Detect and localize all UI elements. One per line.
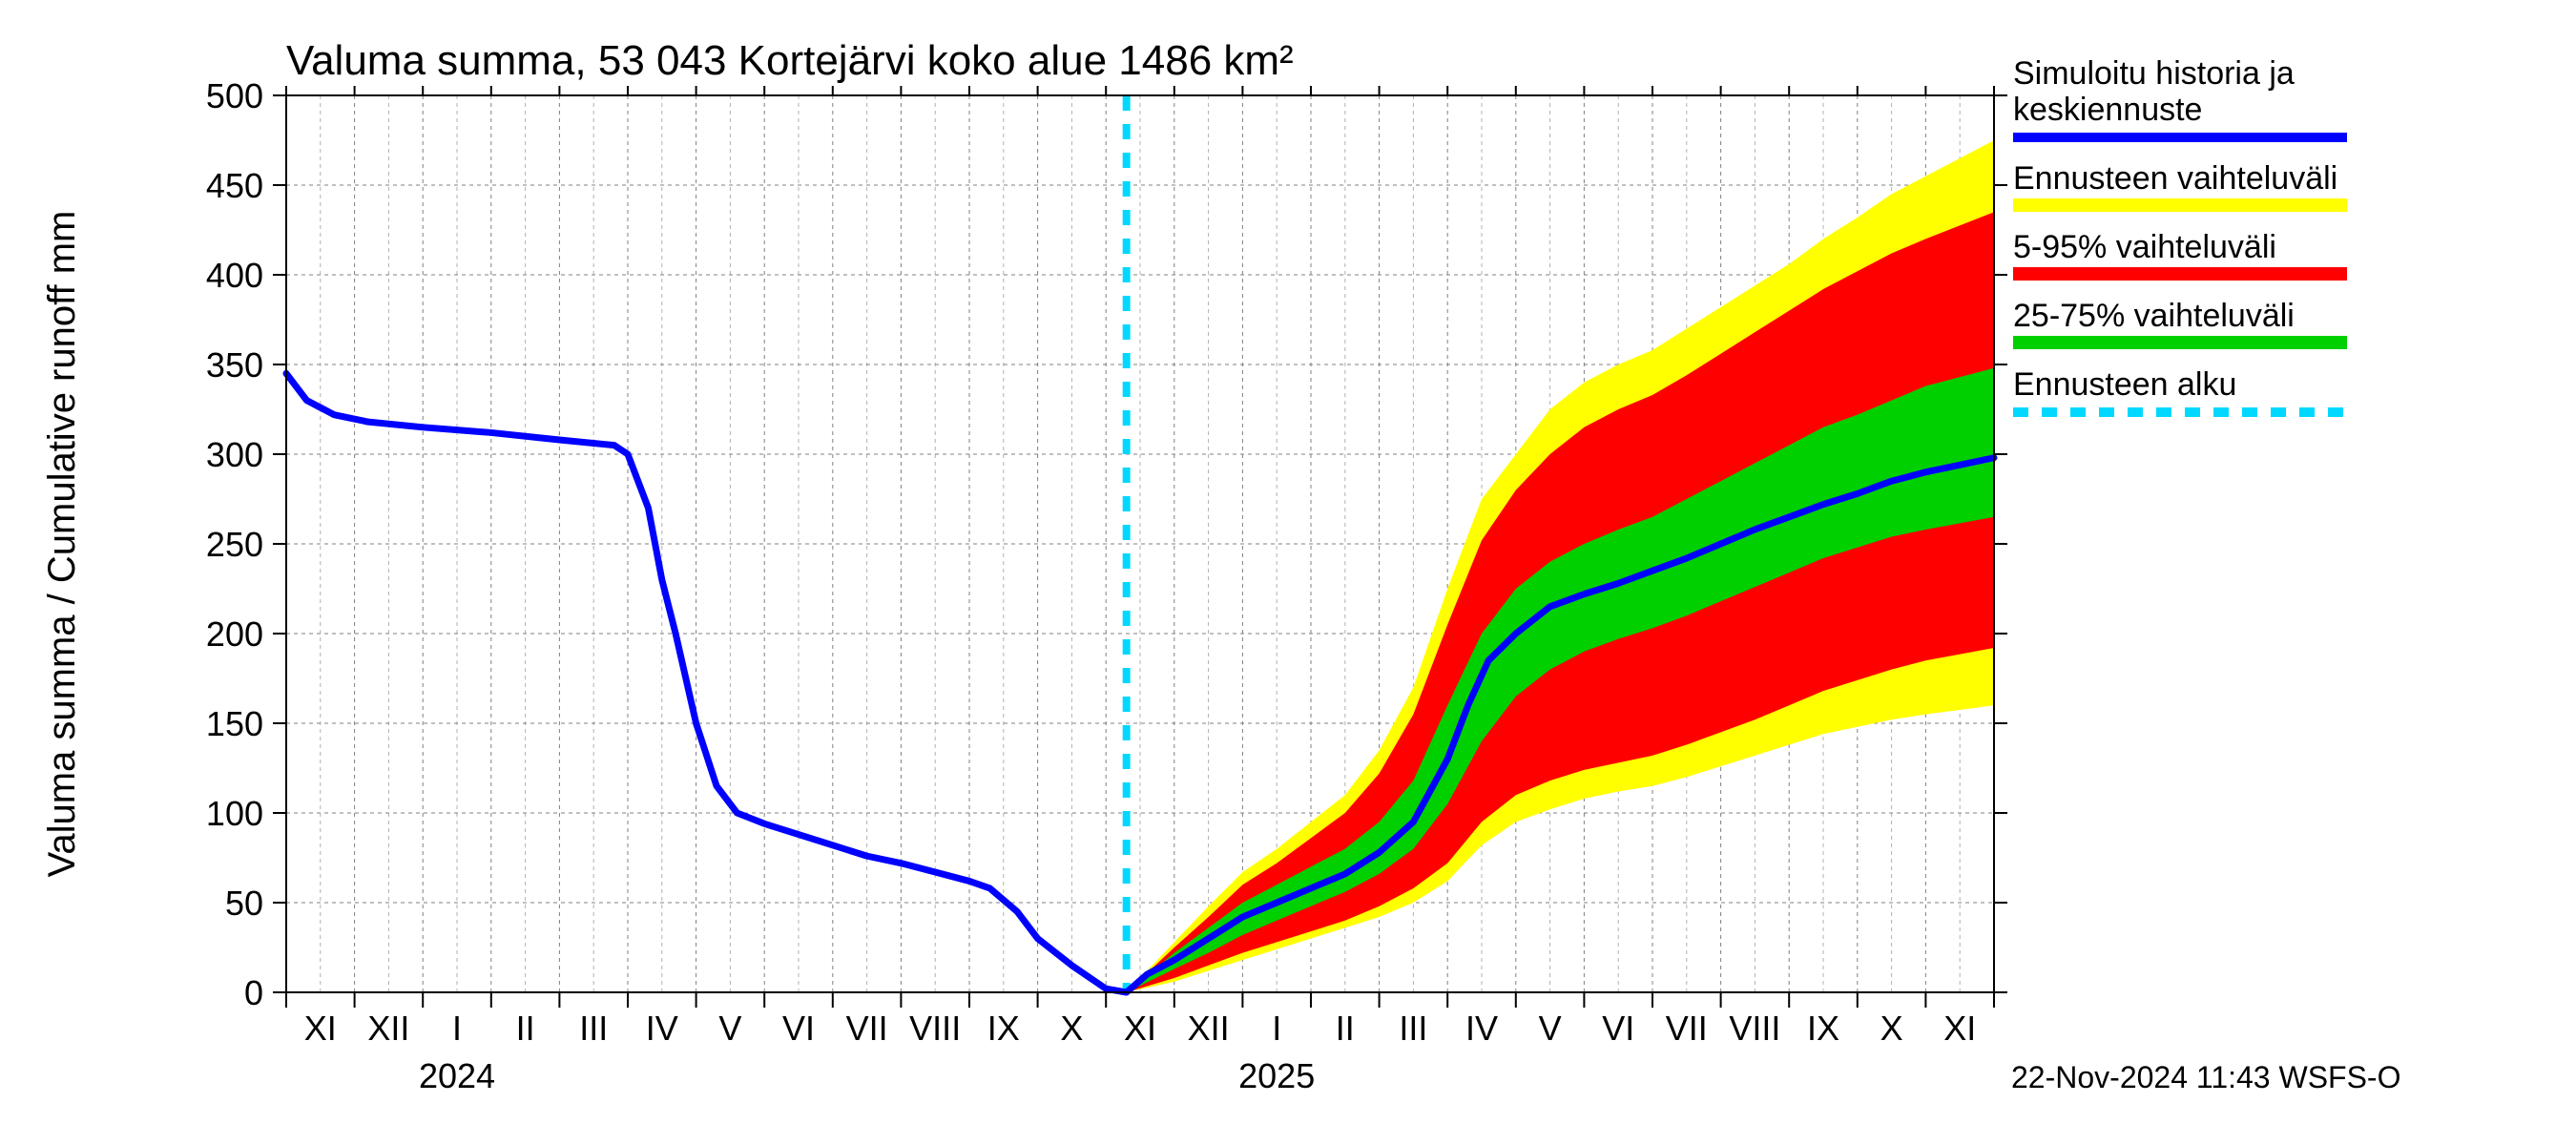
y-tick-label: 200 — [206, 614, 263, 654]
x-tick-label: X — [1880, 1009, 1903, 1048]
x-tick-label: IX — [987, 1009, 1020, 1048]
y-tick-label: 300 — [206, 435, 263, 474]
legend-label: 5-95% vaihteluväli — [2013, 229, 2276, 265]
y-tick-label: 0 — [244, 973, 263, 1012]
x-tick-label: I — [1272, 1009, 1281, 1048]
y-tick-label: 150 — [206, 704, 263, 743]
x-tick-label: X — [1060, 1009, 1083, 1048]
y-tick-label: 400 — [206, 256, 263, 295]
x-year-label: 2024 — [419, 1056, 495, 1095]
y-tick-label: 250 — [206, 525, 263, 564]
legend: Simuloitu historia jakeskiennuste Ennuste… — [2013, 55, 2347, 412]
legend-label: Simuloitu historia ja — [2013, 55, 2295, 92]
x-tick-label: XI — [304, 1009, 337, 1048]
x-tick-label: XI — [1943, 1009, 1976, 1048]
x-tick-label: V — [1539, 1009, 1562, 1048]
x-tick-label: IV — [646, 1009, 678, 1048]
chart-title: Valuma summa, 53 043 Kortejärvi koko alu… — [286, 37, 1294, 84]
x-tick-label: VIII — [909, 1009, 961, 1048]
footer-text: 22-Nov-2024 11:43 WSFS-O — [2011, 1060, 2400, 1094]
legend-swatch-icon — [2013, 267, 2347, 281]
legend-swatch-icon — [2013, 336, 2347, 349]
x-tick-label: XII — [367, 1009, 409, 1048]
y-axis-label: Valuma summa / Cumulative runoff mm — [41, 211, 83, 878]
x-tick-label: III — [1399, 1009, 1427, 1048]
y-tick-label: 350 — [206, 345, 263, 385]
x-tick-label: VIII — [1729, 1009, 1780, 1048]
x-tick-label: III — [579, 1009, 608, 1048]
x-tick-label: IX — [1807, 1009, 1839, 1048]
x-tick-label: II — [516, 1009, 535, 1048]
legend-label: Ennusteen vaihteluväli — [2013, 160, 2337, 197]
x-tick-label: V — [718, 1009, 741, 1048]
x-tick-label: XII — [1188, 1009, 1230, 1048]
legend-label: keskiennuste — [2013, 92, 2202, 128]
x-tick-label: VII — [846, 1009, 888, 1048]
x-tick-label: XI — [1124, 1009, 1156, 1048]
y-tick-label: 50 — [225, 884, 263, 923]
legend-label: Ennusteen alku — [2013, 366, 2236, 403]
x-tick-label: I — [452, 1009, 462, 1048]
legend-label: 25-75% vaihteluväli — [2013, 298, 2295, 334]
y-tick-label: 500 — [206, 76, 263, 115]
x-tick-label: VI — [782, 1009, 815, 1048]
y-tick-label: 450 — [206, 166, 263, 205]
forecast-bands — [1127, 140, 1994, 992]
x-tick-label: IV — [1465, 1009, 1498, 1048]
legend-swatch-icon — [2013, 198, 2347, 212]
x-tick-label: VI — [1602, 1009, 1634, 1048]
x-tick-label: II — [1336, 1009, 1355, 1048]
x-year-label: 2025 — [1238, 1056, 1315, 1095]
y-tick-label: 100 — [206, 794, 263, 833]
x-tick-label: VII — [1666, 1009, 1708, 1048]
